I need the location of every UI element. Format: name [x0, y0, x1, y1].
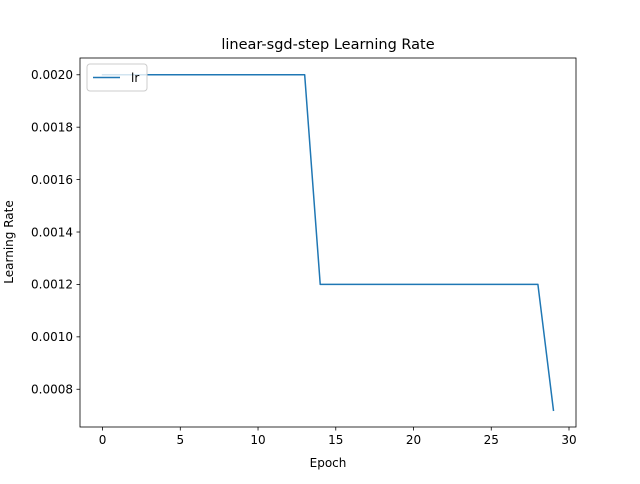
- x-tick-label: 25: [484, 433, 499, 447]
- series-line-lr: [101, 74, 555, 412]
- legend: lr: [86, 63, 148, 92]
- x-tick-label: 10: [250, 433, 265, 447]
- y-tick-label: 0.0012: [31, 278, 73, 292]
- x-axis-label: Epoch: [310, 456, 347, 470]
- x-tick-label: 5: [176, 433, 184, 447]
- y-tick-label: 0.0008: [31, 383, 73, 397]
- y-axis-label: Learning Rate: [2, 200, 16, 283]
- x-tick-label: 0: [99, 433, 107, 447]
- legend-label-lr: lr: [131, 71, 139, 85]
- chart-title: linear-sgd-step Learning Rate: [221, 37, 434, 53]
- axes-frame: [79, 57, 577, 428]
- y-tick-label: 0.0020: [31, 68, 73, 82]
- plot-area: 0 5 10 15 20 25 30 0.0008 0.0010 0.0012 0.0014 0.00…: [31, 57, 577, 447]
- y-tick-label: 0.0018: [31, 120, 73, 134]
- x-tick-label: 20: [406, 433, 421, 447]
- y-tick-label: 0.0014: [31, 225, 73, 239]
- y-tick-label: 0.0016: [31, 173, 73, 187]
- x-tick-label: 15: [328, 433, 343, 447]
- x-tick-label: 30: [561, 433, 576, 447]
- y-tick-label: 0.0010: [31, 330, 73, 344]
